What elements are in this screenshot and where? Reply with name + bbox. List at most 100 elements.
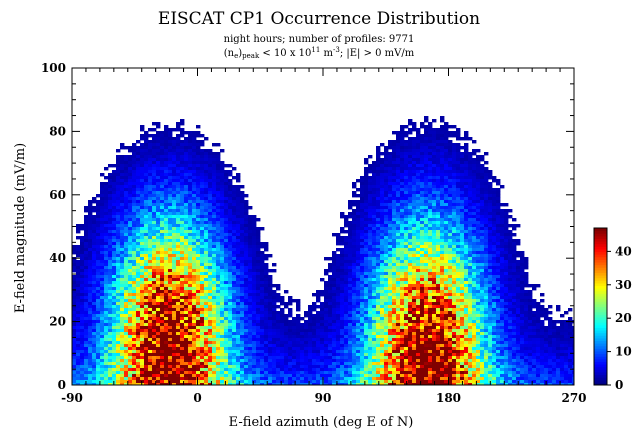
heatmap-cell	[168, 131, 173, 135]
heatmap-cell	[88, 203, 93, 207]
heatmap-cell	[340, 317, 345, 321]
heatmap-cell	[212, 296, 217, 300]
heatmap-cell	[128, 149, 133, 153]
heatmap-cell	[380, 227, 385, 231]
heatmap-cell	[144, 332, 149, 336]
heatmap-cell	[188, 281, 193, 285]
heatmap-cell	[368, 383, 373, 386]
heatmap-cell	[240, 251, 245, 255]
heatmap-cell	[260, 323, 265, 327]
heatmap-cell	[196, 224, 201, 228]
heatmap-cell	[108, 185, 113, 189]
heatmap-cell	[124, 317, 129, 321]
heatmap-cell	[348, 338, 353, 342]
heatmap-cell	[348, 299, 353, 303]
heatmap-cell	[364, 350, 369, 354]
heatmap-cell	[248, 350, 253, 354]
heatmap-cell	[284, 368, 289, 372]
heatmap-cell	[356, 239, 361, 243]
heatmap-cell	[340, 293, 345, 297]
heatmap-cell	[380, 293, 385, 297]
heatmap-cell	[136, 191, 141, 195]
heatmap-cell	[160, 257, 165, 261]
heatmap-cell	[132, 320, 137, 324]
heatmap-cell	[112, 344, 117, 348]
heatmap-cell	[88, 224, 93, 228]
heatmap-cell	[128, 245, 133, 249]
heatmap-cell	[296, 380, 301, 384]
heatmap-cell	[384, 347, 389, 351]
heatmap-cell	[280, 299, 285, 303]
heatmap-cell	[316, 380, 321, 384]
heatmap-cell	[300, 344, 305, 348]
heatmap-cell	[376, 383, 381, 386]
heatmap-cell	[348, 380, 353, 384]
heatmap-cell	[176, 251, 181, 255]
heatmap-cell	[312, 362, 317, 366]
heatmap-cell	[228, 179, 233, 183]
heatmap-cell	[116, 353, 121, 357]
heatmap-cell	[164, 179, 169, 183]
heatmap-cell	[100, 242, 105, 246]
heatmap-cell	[236, 347, 241, 351]
heatmap-cell	[356, 218, 361, 222]
heatmap-cell	[112, 215, 117, 219]
heatmap-cell	[248, 359, 253, 363]
heatmap-cell	[276, 344, 281, 348]
heatmap-cell	[140, 158, 145, 162]
heatmap-cell	[216, 185, 221, 189]
heatmap-cell	[300, 326, 305, 330]
heatmap-cell	[184, 272, 189, 276]
heatmap-cell	[184, 167, 189, 171]
heatmap-cell	[304, 323, 309, 327]
heatmap-cell	[164, 350, 169, 354]
heatmap-cell	[216, 206, 221, 210]
heatmap-cell	[284, 380, 289, 384]
heatmap-cell	[212, 155, 217, 159]
heatmap-cell	[136, 359, 141, 363]
heatmap-cell	[148, 332, 153, 336]
heatmap-cell	[136, 197, 141, 201]
heatmap-cell	[192, 311, 197, 315]
heatmap-cell	[348, 242, 353, 246]
heatmap-cell	[72, 251, 77, 255]
heatmap-cell	[128, 344, 133, 348]
heatmap-cell	[136, 305, 141, 309]
heatmap-cell	[116, 239, 121, 243]
heatmap-cell	[356, 326, 361, 330]
heatmap-cell	[76, 224, 81, 228]
heatmap-cell	[240, 356, 245, 360]
heatmap-cell	[144, 377, 149, 381]
heatmap-cell	[296, 371, 301, 375]
heatmap-cell	[240, 329, 245, 333]
heatmap-cell	[128, 155, 133, 159]
heatmap-cell	[324, 308, 329, 312]
heatmap-cell	[304, 359, 309, 363]
heatmap-cell	[80, 344, 85, 348]
heatmap-cell	[132, 347, 137, 351]
heatmap-cell	[252, 260, 257, 264]
heatmap-cell	[160, 332, 165, 336]
heatmap-cell	[236, 257, 241, 261]
heatmap-cell	[136, 341, 141, 345]
heatmap-cell	[100, 206, 105, 210]
heatmap-cell	[336, 287, 341, 291]
heatmap-cell	[284, 329, 289, 333]
heatmap-cell	[360, 254, 365, 258]
heatmap-cell	[196, 227, 201, 231]
heatmap-cell	[296, 350, 301, 354]
heatmap-cell	[272, 317, 277, 321]
heatmap-cell	[136, 206, 141, 210]
heatmap-cell	[100, 209, 105, 213]
heatmap-cell	[116, 176, 121, 180]
heatmap-cell	[120, 191, 125, 195]
heatmap-cell	[244, 239, 249, 243]
heatmap-cell	[280, 329, 285, 333]
heatmap-cell	[108, 362, 113, 366]
heatmap-cell	[368, 380, 373, 384]
heatmap-cell	[96, 263, 101, 267]
heatmap-cell	[260, 377, 265, 381]
heatmap-cell	[128, 287, 133, 291]
heatmap-cell	[116, 365, 121, 369]
heatmap-cell	[180, 218, 185, 222]
